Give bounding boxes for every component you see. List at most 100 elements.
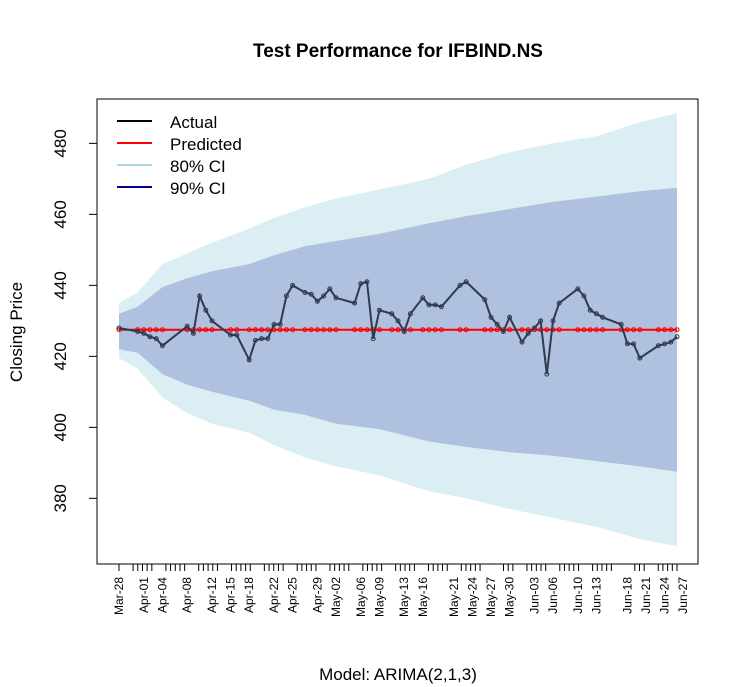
predicted-point [600, 327, 606, 333]
x-tick-label: Mar-28 [112, 577, 126, 615]
actual-point [259, 336, 265, 342]
predicted-point [494, 327, 500, 333]
predicted-point [662, 327, 668, 333]
actual-point [544, 371, 550, 377]
actual-point [401, 329, 407, 334]
actual-point [482, 297, 488, 303]
x-tick-label: May-21 [447, 577, 461, 617]
actual-point [352, 300, 358, 306]
actual-point [327, 286, 333, 292]
predicted-point [246, 327, 252, 333]
actual-point [600, 314, 606, 320]
actual-point [333, 295, 339, 301]
x-tick-label: Jun-24 [658, 577, 672, 614]
actual-point [507, 314, 513, 320]
actual-point [159, 343, 165, 349]
x-tick-label: May-24 [465, 577, 479, 617]
predicted-point [364, 327, 370, 333]
plot-area [116, 113, 680, 547]
actual-point [314, 298, 320, 304]
predicted-point [159, 327, 165, 333]
predicted-point [482, 327, 488, 333]
actual-point [556, 300, 562, 306]
actual-line [118, 280, 678, 375]
actual-point [500, 329, 506, 334]
actual-point [203, 307, 209, 313]
x-tick-label: Apr-29 [310, 577, 324, 613]
x-tick-label: May-27 [484, 577, 498, 617]
actual-point [321, 293, 327, 299]
actual-point [432, 302, 438, 308]
actual-point [184, 323, 190, 329]
actual-point [252, 337, 258, 343]
x-tick-label: Jun-18 [620, 577, 634, 614]
x-tick-label: Apr-25 [286, 577, 300, 613]
predicted-point [624, 327, 630, 333]
actual-point [364, 279, 370, 285]
actual-point [246, 357, 252, 363]
predicted-point [438, 327, 444, 333]
x-tick-label: Jun-21 [639, 577, 653, 614]
actual-point [618, 321, 624, 327]
legend-label-actual: Actual [170, 113, 217, 132]
actual-point [581, 293, 587, 299]
x-tick-label: Apr-15 [224, 577, 238, 613]
actual-point [631, 341, 637, 347]
predicted-point [593, 327, 599, 333]
predicted-point [637, 327, 643, 333]
predicted-point [426, 327, 432, 333]
y-tick-label: 440 [51, 271, 70, 299]
actual-point [438, 304, 444, 310]
actual-point [265, 336, 271, 342]
actual-point [457, 282, 463, 288]
actual-point [141, 330, 147, 336]
actual-point [283, 293, 289, 299]
actual-point [538, 318, 544, 324]
actual-point [376, 307, 382, 313]
predicted-point [265, 327, 271, 333]
y-axis: 380 400 420 440 460 480 [51, 129, 98, 512]
predicted-point [674, 327, 680, 333]
y-tick-label: 420 [51, 342, 70, 370]
actual-point [271, 321, 277, 327]
x-tick-label: May-13 [397, 577, 411, 617]
predicted-point [290, 327, 296, 333]
chart-title: Test Performance for IFBIND.NS [253, 41, 543, 62]
predicted-point [488, 327, 494, 333]
predicted-point [327, 327, 333, 333]
y-tick-label: 400 [51, 413, 70, 441]
actual-point [302, 290, 308, 295]
actual-point [395, 318, 401, 324]
predicted-point [463, 327, 469, 333]
actual-point [389, 311, 395, 317]
actual-point [277, 321, 283, 327]
actual-point [147, 334, 153, 340]
actual-point [370, 336, 376, 342]
actual-point [420, 295, 426, 301]
predicted-point [544, 327, 550, 333]
x-tick-label: Jun-10 [571, 577, 585, 614]
predicted-point [252, 327, 258, 333]
legend-label-80ci: 80% CI [170, 157, 226, 176]
actual-point [407, 311, 413, 317]
x-tick-label: May-30 [503, 577, 517, 617]
predicted-point [259, 327, 265, 333]
predicted-point [407, 327, 413, 333]
predicted-point [209, 327, 215, 333]
predicted-point [575, 327, 581, 333]
actual-point [655, 343, 661, 349]
actual-point [197, 293, 203, 299]
actual-point [575, 286, 581, 292]
actual-point [190, 330, 196, 336]
actual-point [637, 355, 643, 361]
predicted-point [587, 327, 593, 333]
actual-point [488, 314, 494, 320]
actual-point [668, 339, 674, 345]
actual-point [550, 318, 556, 324]
y-tick-label: 480 [51, 129, 70, 157]
legend: Actual Predicted 80% CI 90% CI [117, 113, 242, 198]
predicted-point [308, 327, 314, 333]
x-tick-label: Apr-08 [180, 577, 194, 613]
x-tick-label: May-09 [372, 577, 386, 617]
